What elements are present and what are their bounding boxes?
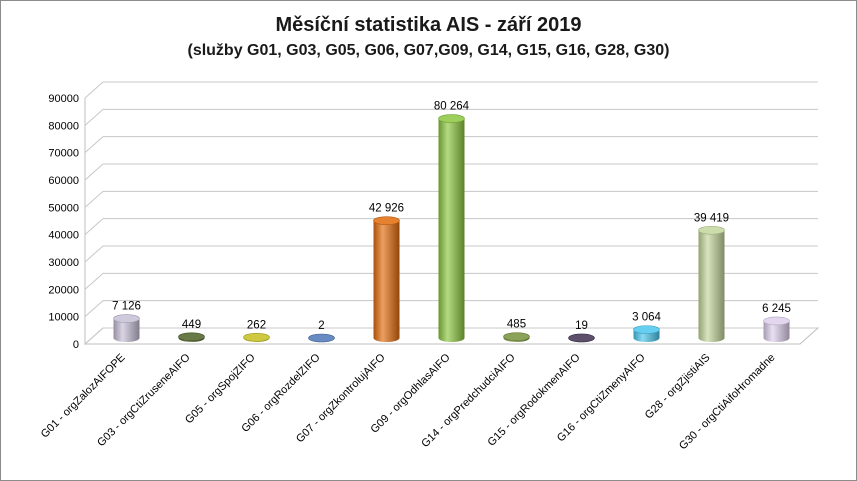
bar-top bbox=[373, 216, 400, 225]
y-tick-label: 30000 bbox=[48, 257, 79, 269]
gridline bbox=[84, 136, 818, 154]
bar-body bbox=[698, 230, 725, 342]
y-tick-label: 40000 bbox=[48, 230, 79, 242]
y-tick-label: 0 bbox=[73, 339, 79, 351]
y-tick-label: 50000 bbox=[48, 202, 79, 214]
bar bbox=[698, 225, 725, 342]
data-label: 19 bbox=[575, 320, 588, 332]
y-tick-label: 90000 bbox=[48, 93, 79, 105]
data-label: 80 264 bbox=[434, 101, 470, 113]
bar-top bbox=[178, 332, 205, 342]
data-labels: 7 126 449 262 2 42 926 80 264 485 19 3 064 39 419… bbox=[112, 101, 791, 332]
gridline bbox=[84, 218, 818, 236]
y-axis-ticks: 0 10000 20000 30000 40000 50000 60000 70000 8000… bbox=[48, 93, 79, 351]
bar-top bbox=[698, 225, 725, 235]
gridline bbox=[84, 300, 818, 318]
data-label: 2 bbox=[318, 320, 324, 332]
gridline bbox=[84, 163, 818, 181]
gridline bbox=[84, 81, 818, 99]
bar-top bbox=[568, 333, 595, 343]
bar-top bbox=[763, 316, 790, 326]
y-tick-label: 10000 bbox=[48, 312, 79, 324]
y-tick-label: 80000 bbox=[48, 120, 79, 132]
bar-body bbox=[113, 318, 140, 342]
gridline bbox=[84, 272, 818, 290]
x-tick-label: G28 - orgZjistiAIS bbox=[643, 352, 713, 422]
data-label: 449 bbox=[182, 319, 201, 331]
bar bbox=[763, 316, 790, 342]
bar-top bbox=[503, 332, 530, 341]
bar-top bbox=[308, 333, 335, 343]
gridlines bbox=[84, 81, 818, 345]
data-label: 39 419 bbox=[694, 212, 729, 224]
bar bbox=[503, 332, 530, 342]
data-label: 7 126 bbox=[112, 301, 141, 313]
bar bbox=[373, 216, 400, 342]
y-tick-label: 60000 bbox=[48, 175, 79, 187]
chart-title: Měsíční statistika AIS - září 2019 bbox=[275, 14, 582, 36]
bar-body bbox=[438, 118, 465, 343]
bar bbox=[438, 114, 465, 343]
bar-top bbox=[438, 114, 465, 123]
bar-top bbox=[243, 332, 270, 342]
bar bbox=[113, 314, 140, 342]
data-label: 42 926 bbox=[369, 203, 404, 215]
bar-top bbox=[633, 325, 660, 334]
gridline bbox=[84, 327, 818, 345]
chart-subtitle: (služby G01, G03, G05, G06, G07,G09, G14… bbox=[187, 42, 670, 59]
data-label: 6 245 bbox=[762, 303, 791, 315]
data-label: 262 bbox=[247, 319, 266, 331]
bar bbox=[633, 325, 660, 342]
bar bbox=[178, 332, 205, 342]
gridline bbox=[84, 190, 818, 208]
x-tick-label: G05 - orgSpojZIFO bbox=[183, 351, 258, 426]
data-label: 485 bbox=[507, 319, 526, 331]
bar bbox=[243, 332, 270, 342]
bar bbox=[568, 333, 595, 343]
data-label: 3 064 bbox=[632, 312, 661, 324]
bar bbox=[308, 333, 335, 343]
bar-body bbox=[373, 220, 400, 342]
y-tick-label: 20000 bbox=[48, 284, 79, 296]
y-tick-label: 70000 bbox=[48, 148, 79, 160]
gridline bbox=[84, 245, 818, 263]
bar-top bbox=[113, 314, 140, 323]
bars bbox=[113, 114, 790, 343]
gridline bbox=[84, 108, 818, 126]
bar-body bbox=[763, 320, 790, 342]
